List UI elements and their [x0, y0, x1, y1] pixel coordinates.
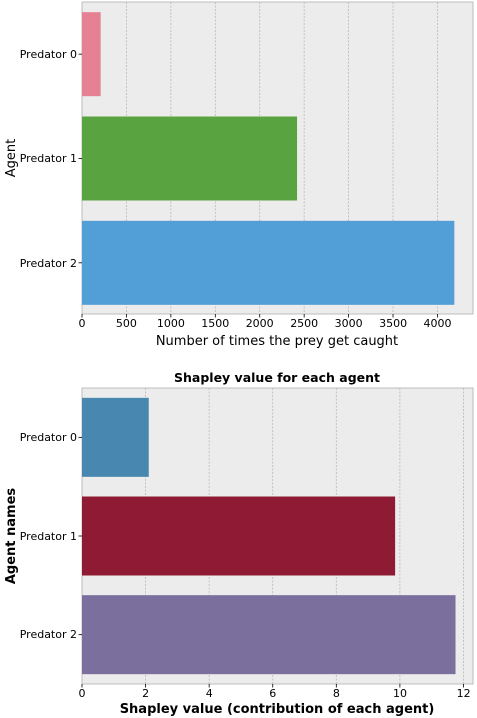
chart-2-xtick-label: 6 [269, 687, 276, 700]
chart-1-bar-predator-0 [82, 12, 101, 97]
chart-2-xtick-label: 8 [333, 687, 340, 700]
chart-1-xtick-label: 2000 [246, 317, 274, 330]
chart-1-bar-predator-1 [82, 116, 298, 201]
chart-2-bar-predator-0 [82, 397, 149, 477]
chart-1-ytick-label: Predator 0 [20, 48, 77, 61]
chart-2-ytick-label: Predator 0 [20, 431, 77, 444]
chart-1-xtick-label: 1500 [201, 317, 229, 330]
chart-1-x-axis-label: Number of times the prey get caught [156, 334, 398, 349]
chart-2-ytick-label: Predator 2 [20, 628, 77, 641]
chart-2-bar-predator-2 [82, 595, 456, 675]
chart-2-x-axis-label: Shapley value (contribution of each agen… [120, 702, 435, 717]
chart-1-ytick-label: Predator 2 [20, 257, 77, 270]
chart-1-xtick-label: 4000 [424, 317, 452, 330]
chart-2-title: Shapley value for each agent [174, 370, 380, 385]
chart-2-xtick-label: 12 [457, 687, 471, 700]
chart-1-xtick-label: 3000 [335, 317, 363, 330]
chart-1-xtick-label: 2500 [290, 317, 318, 330]
chart-1: Predator 0 Predator 1 Predator 2 0 500 1… [4, 1, 474, 349]
chart-1-xtick-label: 1000 [157, 317, 185, 330]
chart-2-ytick-label: Predator 1 [20, 530, 77, 543]
chart-2: Shapley value for each agent Predator 0 … [4, 370, 474, 717]
chart-1-y-axis-label: Agent [4, 139, 19, 177]
chart-2-xtick-label: 4 [206, 687, 213, 700]
chart-1-xtick-label: 0 [79, 317, 86, 330]
chart-1-bars [82, 12, 455, 305]
chart-2-bars [82, 397, 456, 675]
chart-2-xtick-label: 10 [393, 687, 407, 700]
chart-2-y-axis-label: Agent names [4, 488, 19, 585]
chart-1-ytick-label: Predator 1 [20, 152, 77, 165]
chart-2-bar-predator-1 [82, 496, 396, 576]
chart-2-xtick-label: 0 [79, 687, 86, 700]
chart-2-xtick-label: 2 [142, 687, 149, 700]
chart-1-xtick-label: 500 [116, 317, 137, 330]
chart-1-xtick-label: 3500 [379, 317, 407, 330]
chart-1-bar-predator-2 [82, 220, 455, 305]
